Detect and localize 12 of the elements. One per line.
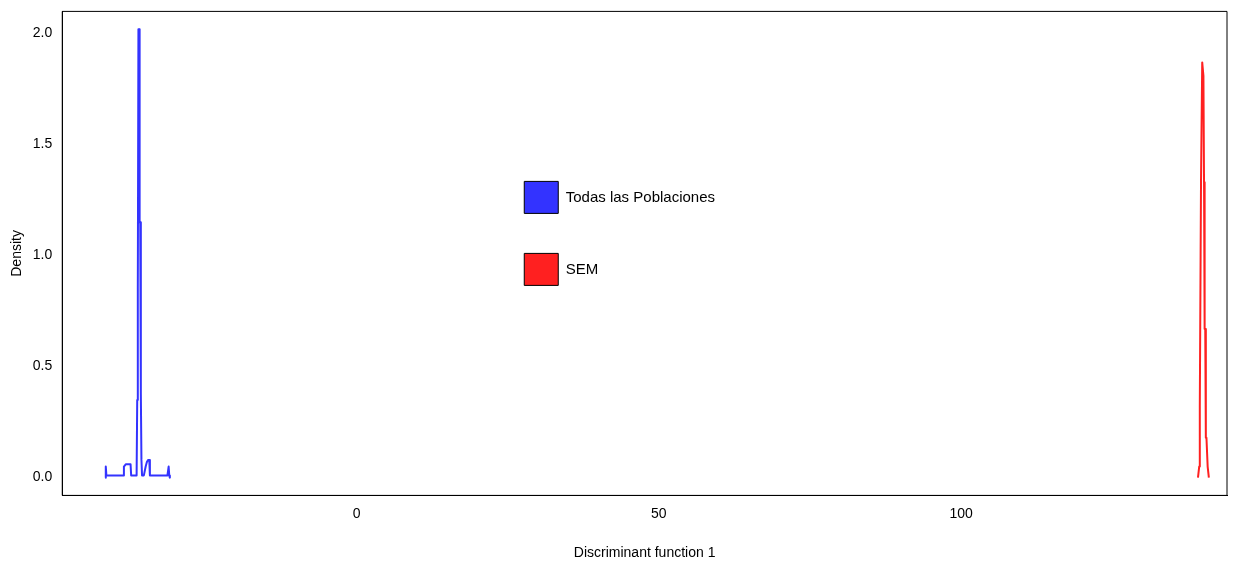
y-tick-label: 2.0 [32, 24, 53, 41]
legend-label: SEM [565, 259, 599, 277]
x-tick-label: 0 [352, 504, 361, 521]
y-axis-title: Density [8, 230, 25, 277]
y-tick-label: 0.5 [32, 357, 53, 374]
x-tick-label: 100 [949, 504, 973, 521]
x-axis-title: Discriminant function 1 [573, 544, 716, 561]
legend-label: Todas las Poblaciones [565, 187, 716, 205]
y-tick-label: 0.0 [32, 468, 53, 485]
y-tick-label: 1.0 [32, 246, 53, 263]
x-tick-label: 50 [651, 504, 667, 521]
y-tick-label: 1.5 [32, 135, 53, 152]
